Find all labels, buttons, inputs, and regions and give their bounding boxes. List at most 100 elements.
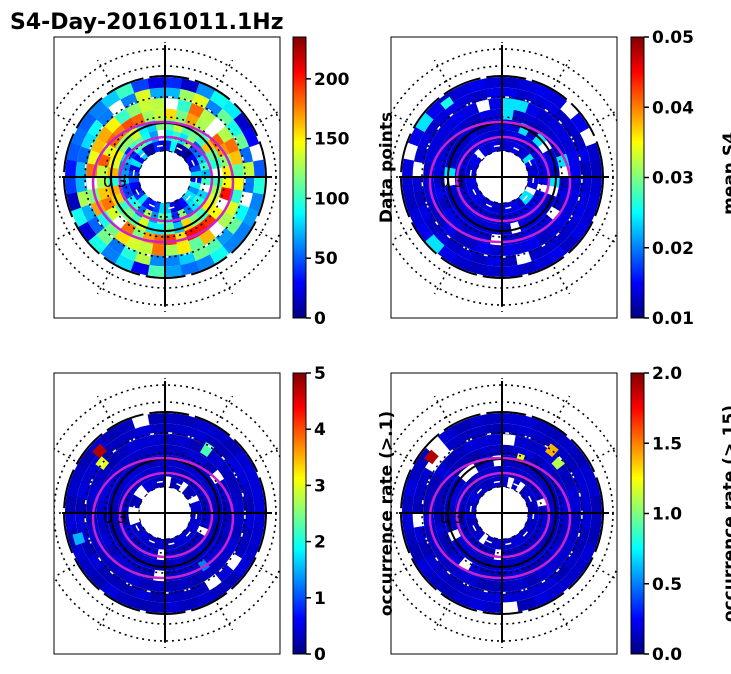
heat-cell [232, 163, 244, 178]
heat-cell [526, 500, 539, 509]
heat-cell [540, 237, 560, 255]
heat-cell [515, 88, 534, 104]
heat-cell [253, 159, 265, 178]
heat-cell [433, 512, 446, 525]
heat-cell [164, 202, 172, 214]
heat-cell [530, 221, 546, 237]
heat-cell [104, 452, 122, 470]
heat-cell [424, 551, 442, 571]
heat-cell [141, 481, 153, 494]
heat-cell [471, 424, 490, 439]
heat-cell [120, 206, 135, 222]
heat-cell [470, 153, 483, 164]
radial-tick [54, 228, 76, 242]
heat-cell [120, 428, 139, 445]
heat-cell [233, 132, 250, 151]
heat-cell [473, 529, 486, 542]
heat-cell [136, 193, 149, 206]
heat-cell [148, 590, 165, 603]
heat-cell [531, 207, 547, 222]
heat-cell [561, 216, 580, 236]
heat-cell [501, 265, 520, 277]
colorbar-tick-label: 5 [314, 364, 326, 384]
heat-cell [478, 145, 490, 158]
heat-cell [515, 145, 526, 158]
heat-cell [569, 203, 587, 223]
heat-cell [546, 469, 562, 485]
heat-cell [510, 199, 521, 212]
heat-cell [153, 108, 166, 121]
heat-cell [66, 477, 82, 498]
axes-frame [390, 36, 618, 319]
heat-cell [501, 538, 509, 550]
heat-cell [559, 436, 580, 457]
heat-cell [215, 563, 234, 583]
heat-cell [252, 513, 265, 532]
heat-cell [526, 517, 539, 526]
heat-cell [457, 132, 473, 147]
heat-cell [471, 88, 490, 103]
highlight-cell [92, 443, 107, 459]
heat-cell [578, 543, 596, 564]
heat-cell [187, 185, 200, 196]
heat-cell [176, 577, 192, 591]
heat-cell [433, 546, 450, 564]
heat-cell [248, 192, 264, 213]
colorbar-tick-label: 0.5 [652, 575, 682, 595]
heat-cell [195, 83, 216, 101]
heat-cell [528, 245, 547, 262]
heat-cell [457, 542, 472, 558]
heat-cell [165, 77, 184, 90]
heat-cell [521, 526, 534, 537]
heat-cell [467, 78, 488, 93]
heat-cell [451, 108, 469, 125]
heat-cell [407, 542, 425, 563]
heat-cell [87, 118, 106, 138]
heat-cell [501, 559, 513, 571]
heat-cell [70, 542, 88, 563]
radial-tick [433, 395, 451, 424]
polar-plot-2: 0 3 [391, 42, 617, 312]
heat-cell [579, 463, 597, 484]
heat-cell [178, 424, 197, 440]
panel-2: 0 3 0.01 0.02 0.03 0.04 0.05 mean S4 [390, 28, 731, 329]
heat-cell [252, 177, 265, 196]
colorbar-tick-label: 1 [314, 589, 326, 609]
heat-cell [433, 164, 446, 177]
heat-cell [134, 204, 147, 218]
polar-plot-1: 0 3 [54, 42, 280, 312]
heat-cell [478, 196, 489, 209]
heat-cell [152, 476, 161, 489]
heat-cell [188, 102, 206, 119]
heat-cell [514, 587, 533, 602]
radial-tick [553, 602, 571, 631]
heat-cell [424, 215, 442, 235]
heat-cell [478, 445, 493, 459]
heat-cell [467, 494, 480, 505]
heat-cell [96, 500, 109, 513]
heat-cell [95, 563, 115, 582]
heat-cell [232, 177, 244, 192]
heat-cell [569, 513, 581, 528]
heat-cell [466, 260, 487, 276]
heat-cell [586, 142, 601, 163]
radial-tick [254, 564, 280, 581]
heat-cell [441, 556, 459, 574]
heat-cell [152, 201, 161, 214]
heat-cell [119, 580, 139, 598]
heat-cell [489, 476, 498, 489]
heat-cell [96, 512, 109, 525]
heat-cell [501, 580, 516, 592]
heat-cell [165, 413, 184, 426]
heat-cell [219, 523, 233, 537]
heat-cell [198, 565, 216, 582]
heat-cell [461, 571, 479, 588]
inner-label: 0 3 [103, 173, 127, 191]
heat-cell [526, 181, 539, 190]
heat-cell [532, 83, 553, 101]
heat-cell [164, 601, 183, 613]
colorbar-tick-label: 0 [314, 309, 326, 329]
colorbar-tick-label: 0 [314, 645, 326, 665]
heat-cell [473, 193, 486, 206]
heat-cell [130, 78, 151, 93]
